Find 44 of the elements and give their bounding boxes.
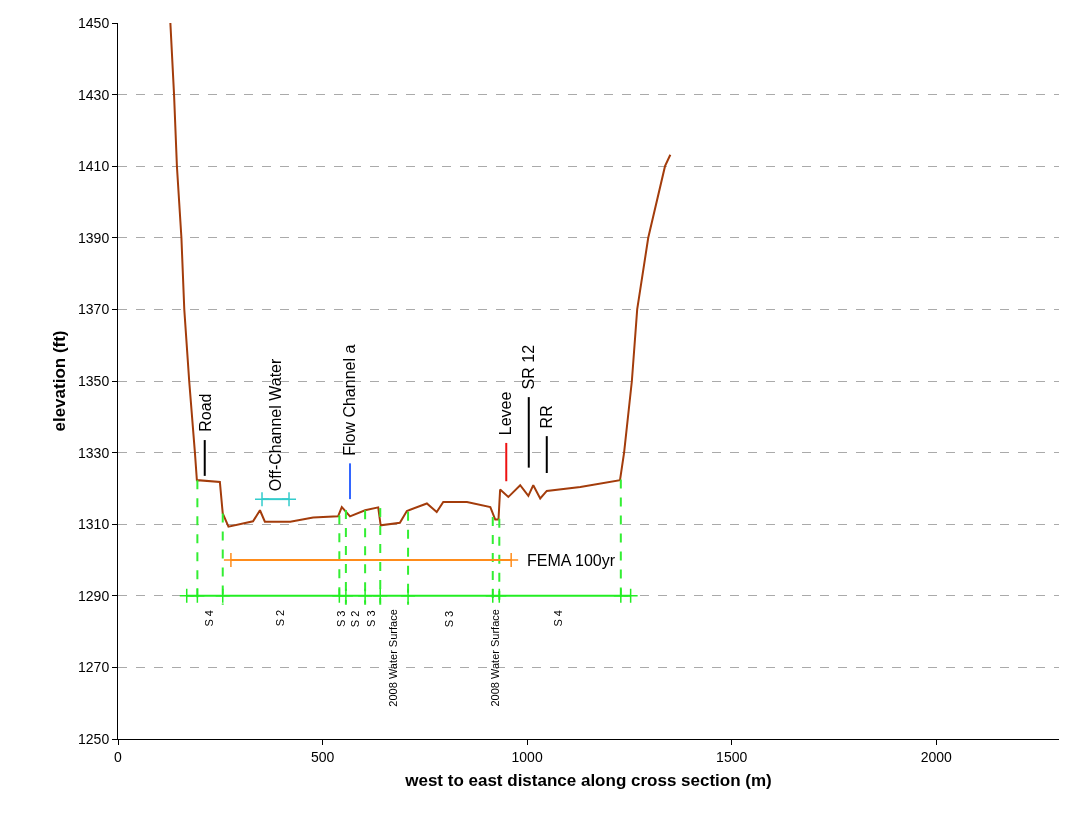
annotation: Road (196, 393, 214, 432)
y-axis-title: elevation (ft) (49, 330, 69, 432)
y-tick-label: 1290 (78, 587, 110, 604)
point (372, 588, 388, 604)
annotation: S 2 (348, 610, 361, 628)
y-tick-label: 1330 (78, 444, 110, 461)
point (214, 588, 231, 604)
y-tick-label: 1310 (78, 516, 110, 533)
x-tick-label: 1000 (511, 748, 543, 765)
annotation: 2008 Water Surface (488, 609, 501, 707)
annotation: 2008 Water Surface (387, 609, 400, 707)
point (357, 588, 373, 604)
point (254, 491, 270, 507)
annotation: RR (538, 405, 556, 429)
point (622, 588, 639, 604)
y-tick-label: 1450 (78, 14, 110, 31)
annotation: S 3 (335, 610, 348, 628)
y-tick-label: 1370 (78, 301, 110, 318)
point (400, 588, 416, 604)
annotation: Levee (497, 391, 515, 436)
annotation: Flow Channel a (341, 344, 359, 456)
y-tick-label: 1350 (78, 372, 110, 389)
annotation: Off-Channel Water (266, 357, 284, 492)
point (338, 588, 354, 604)
x-tick-label: 500 (310, 748, 335, 765)
line-series (169, 23, 672, 528)
x-tick-label: 0 (114, 748, 123, 765)
point (189, 588, 206, 604)
y-tick-label: 1430 (78, 86, 110, 103)
annotation: S 2 (273, 609, 286, 627)
annotation: S 3 (365, 610, 378, 627)
y-tick-label: 1410 (78, 158, 110, 175)
y-tick-label: 1250 (78, 730, 110, 747)
point (281, 491, 297, 507)
x-axis-title: west to east distance along cross section (m) (404, 771, 772, 791)
annotation: S 4 (551, 610, 564, 627)
annotation: S 3 (442, 610, 455, 628)
y-tick-label: 1270 (78, 659, 110, 676)
annotation: SR 12 (520, 344, 538, 390)
x-tick-label: 2000 (920, 748, 953, 765)
x-tick-label: 1500 (716, 748, 748, 765)
y-tick-label: 1390 (78, 229, 110, 246)
annotation: S 4 (202, 610, 215, 627)
series-label: FEMA 100yr (527, 552, 616, 569)
